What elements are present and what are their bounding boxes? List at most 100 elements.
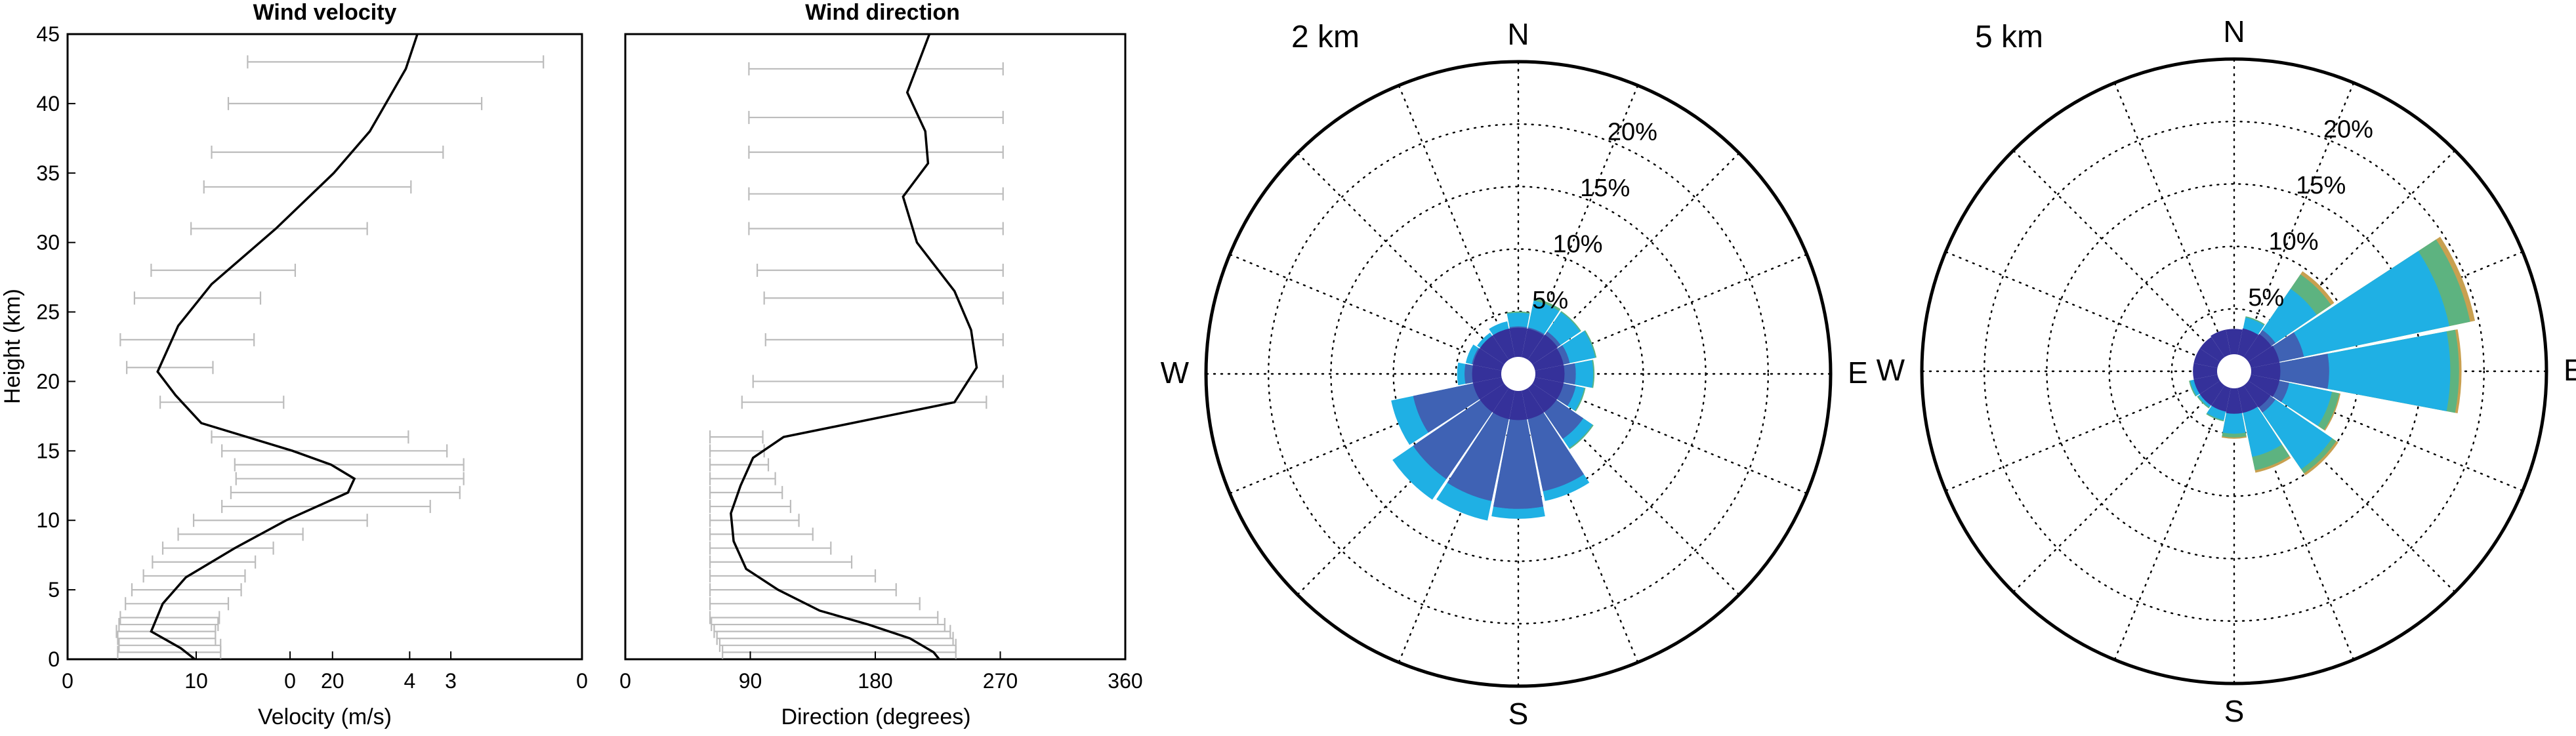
x-tick-label: 0 xyxy=(576,669,588,693)
error-bar xyxy=(125,597,230,611)
y-tick-label: 10 xyxy=(36,508,60,532)
wind-rose-5km-compass: N E S W xyxy=(1877,14,2576,728)
x-tick-label: 360 xyxy=(1108,669,1142,693)
error-bar xyxy=(716,632,954,645)
error-bar xyxy=(133,291,262,305)
x-tick: 180 xyxy=(858,651,893,693)
x-tick: 20 xyxy=(321,651,344,693)
error-bar xyxy=(152,555,257,569)
x-tick: 0 xyxy=(619,651,631,693)
wind-rose-2km-ring-labels: 5% 10% 15% 20% xyxy=(1532,118,1657,314)
error-bar xyxy=(709,597,921,611)
ring-label: 15% xyxy=(2296,172,2346,199)
compass-label: S xyxy=(2224,694,2245,728)
error-bar xyxy=(142,569,246,583)
x-tick: 10 xyxy=(184,651,208,693)
ring-label: 20% xyxy=(1608,118,1657,146)
error-bar xyxy=(709,611,939,624)
y-tick-label: 5 xyxy=(48,578,60,602)
error-bar xyxy=(709,430,764,444)
rose-sector-core xyxy=(2226,371,2243,414)
error-bar xyxy=(709,569,877,583)
rose-sector-core xyxy=(1509,374,1527,420)
error-bar xyxy=(119,333,255,346)
y-tick: 5 xyxy=(48,578,75,602)
x-tick-label: 20 xyxy=(321,669,344,693)
x-tick-label: 0 xyxy=(284,669,296,693)
rose-sector xyxy=(1457,362,1518,386)
ring xyxy=(1330,186,1707,562)
velocity-error-bars xyxy=(115,55,545,659)
error-bar xyxy=(177,527,304,541)
compass-label: E xyxy=(1848,356,1868,390)
ring xyxy=(1983,121,2485,622)
error-bar xyxy=(748,62,1004,75)
y-tick-label: 15 xyxy=(36,439,60,462)
rose-sector xyxy=(1491,374,1545,519)
rose-sector-core xyxy=(2193,363,2234,380)
x-tick: 360 xyxy=(1108,651,1143,693)
error-bar xyxy=(211,146,444,159)
wind-rose-5km-sectors xyxy=(2189,236,2476,476)
rose-sector-core xyxy=(2226,329,2243,371)
y-tick: 45 xyxy=(36,22,75,46)
rose-sector xyxy=(1392,374,1518,500)
compass-label: N xyxy=(1507,17,1529,51)
error-bar xyxy=(118,618,219,632)
error-bar xyxy=(117,632,217,645)
rose-sector xyxy=(1391,374,1518,445)
x-tick-label: 3 xyxy=(445,669,457,693)
wind-velocity-panel: Wind velocity Velocity (m/s) Height (km)… xyxy=(0,0,588,729)
y-tick: 0 xyxy=(48,647,75,671)
rose-sector-layer xyxy=(2234,331,2451,411)
velocity-profile-line xyxy=(150,33,419,661)
rose-sector xyxy=(1518,374,1590,501)
height-y-ticks: 0 5 10 15 20 25 30 35 40 45 xyxy=(36,22,75,671)
spoke xyxy=(2113,370,2235,661)
y-tick-label: 20 xyxy=(36,369,60,393)
error-bar xyxy=(764,333,1004,346)
velocity-x-ticks: 0 10 0 20 4 3 0 xyxy=(62,651,588,693)
compass-label: W xyxy=(1877,353,1905,387)
error-bar xyxy=(709,485,783,499)
rose-sector-core xyxy=(1472,365,1518,383)
error-bar xyxy=(211,430,409,444)
compass-label: E xyxy=(2564,353,2576,387)
wind-rose-2km-sectors xyxy=(1391,298,1597,521)
x-tick: 90 xyxy=(739,651,762,693)
rose-center xyxy=(1501,357,1535,391)
y-tick-label: 40 xyxy=(36,92,60,115)
velocity-panel-title: Wind velocity xyxy=(253,0,397,25)
y-tick-label: 25 xyxy=(36,300,60,324)
ring-label: 5% xyxy=(2248,284,2284,312)
ring-label: 15% xyxy=(1580,174,1630,202)
wind-rose-5km-title: 5 km xyxy=(1975,20,2043,54)
error-bar xyxy=(221,500,431,514)
wind-rose-5km: 5 km 5% 10% 15% 20% N E S W xyxy=(1877,14,2576,728)
spoke xyxy=(1945,370,2235,492)
error-bar xyxy=(203,180,412,194)
error-bar xyxy=(709,583,897,597)
y-tick: 10 xyxy=(36,508,75,532)
spoke xyxy=(2012,370,2235,593)
error-bar xyxy=(741,396,987,409)
error-bar xyxy=(119,611,220,624)
error-bar xyxy=(709,555,853,569)
x-tick: 0 xyxy=(284,651,296,693)
ring-label: 20% xyxy=(2323,115,2373,143)
wind-direction-panel: Wind direction Direction (degrees) 0 90 18… xyxy=(619,0,1143,729)
rose-center xyxy=(2217,354,2251,388)
y-tick: 25 xyxy=(36,300,75,324)
rose-sector xyxy=(2234,329,2462,414)
y-tick-label: 35 xyxy=(36,161,60,185)
ring xyxy=(1267,123,1769,624)
rose-outer-circle xyxy=(1204,60,1833,688)
error-bar xyxy=(756,264,1004,277)
ring-label: 5% xyxy=(1532,287,1568,314)
y-tick: 15 xyxy=(36,439,75,462)
x-tick-label: 0 xyxy=(62,669,73,693)
error-bar xyxy=(763,291,1004,305)
rose-sector xyxy=(1436,374,1518,521)
x-tick: 270 xyxy=(983,651,1018,693)
